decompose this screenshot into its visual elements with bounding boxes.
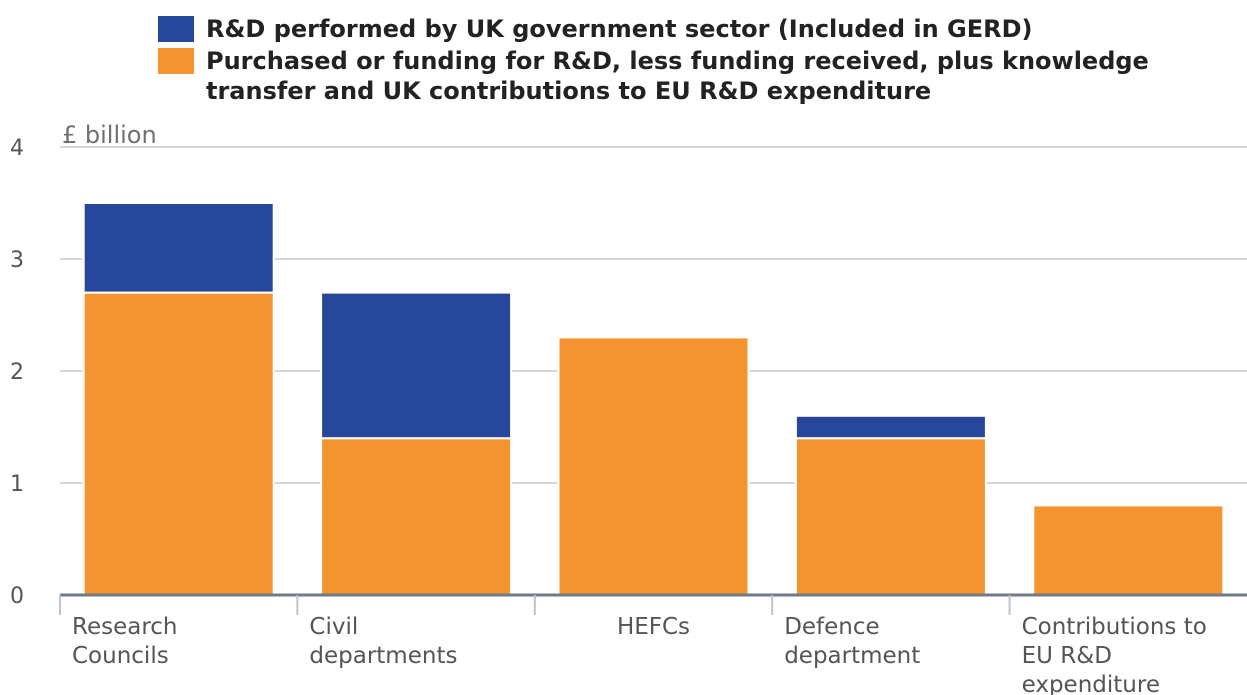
legend-swatch-government-performed bbox=[158, 16, 194, 42]
bar-segment-purchased-funding bbox=[82, 291, 275, 596]
x-category-label: HEFCs bbox=[617, 614, 690, 640]
bar-segment-purchased-funding bbox=[794, 437, 987, 597]
legend-item-purchased-funding: Purchased or funding for R&D, less fundi… bbox=[158, 46, 1238, 106]
bars bbox=[82, 202, 1225, 597]
x-category-label: Research Councils bbox=[72, 614, 178, 669]
legend-swatch-purchased-funding bbox=[158, 48, 194, 74]
y-tick-label: 0 bbox=[10, 584, 24, 609]
x-category-label: Defence department bbox=[784, 614, 920, 669]
bar-segment-purchased-funding bbox=[1032, 504, 1225, 596]
legend-item-government-performed: R&D performed by UK government sector (I… bbox=[158, 14, 1238, 44]
bar-segment-purchased-funding bbox=[557, 336, 750, 596]
y-tick-label: 1 bbox=[10, 472, 24, 497]
bar-segment-government-performed bbox=[794, 414, 987, 440]
bar-segment-government-performed bbox=[82, 202, 275, 294]
chart-legend: R&D performed by UK government sector (I… bbox=[158, 14, 1238, 108]
y-axis-tick-labels: 0 1 2 3 4 bbox=[10, 136, 24, 609]
y-tick-label: 2 bbox=[10, 360, 24, 385]
y-axis-unit-label: £ billion bbox=[62, 121, 157, 149]
x-axis bbox=[59, 593, 1247, 615]
x-category-label: Contributions to EU R&D expenditure bbox=[1022, 614, 1207, 695]
x-category-label: Civil departments bbox=[309, 614, 457, 669]
bar-segment-purchased-funding bbox=[320, 437, 513, 597]
legend-label-purchased-funding: Purchased or funding for R&D, less fundi… bbox=[206, 47, 1149, 105]
y-tick-label: 3 bbox=[10, 248, 24, 273]
x-axis-category-labels: Research Councils Civil departments HEFCs Def… bbox=[72, 614, 1207, 695]
y-tick-label: 4 bbox=[10, 136, 24, 161]
bar-segment-government-performed bbox=[320, 291, 513, 440]
legend-label-government-performed: R&D performed by UK government sector (I… bbox=[206, 15, 1033, 43]
